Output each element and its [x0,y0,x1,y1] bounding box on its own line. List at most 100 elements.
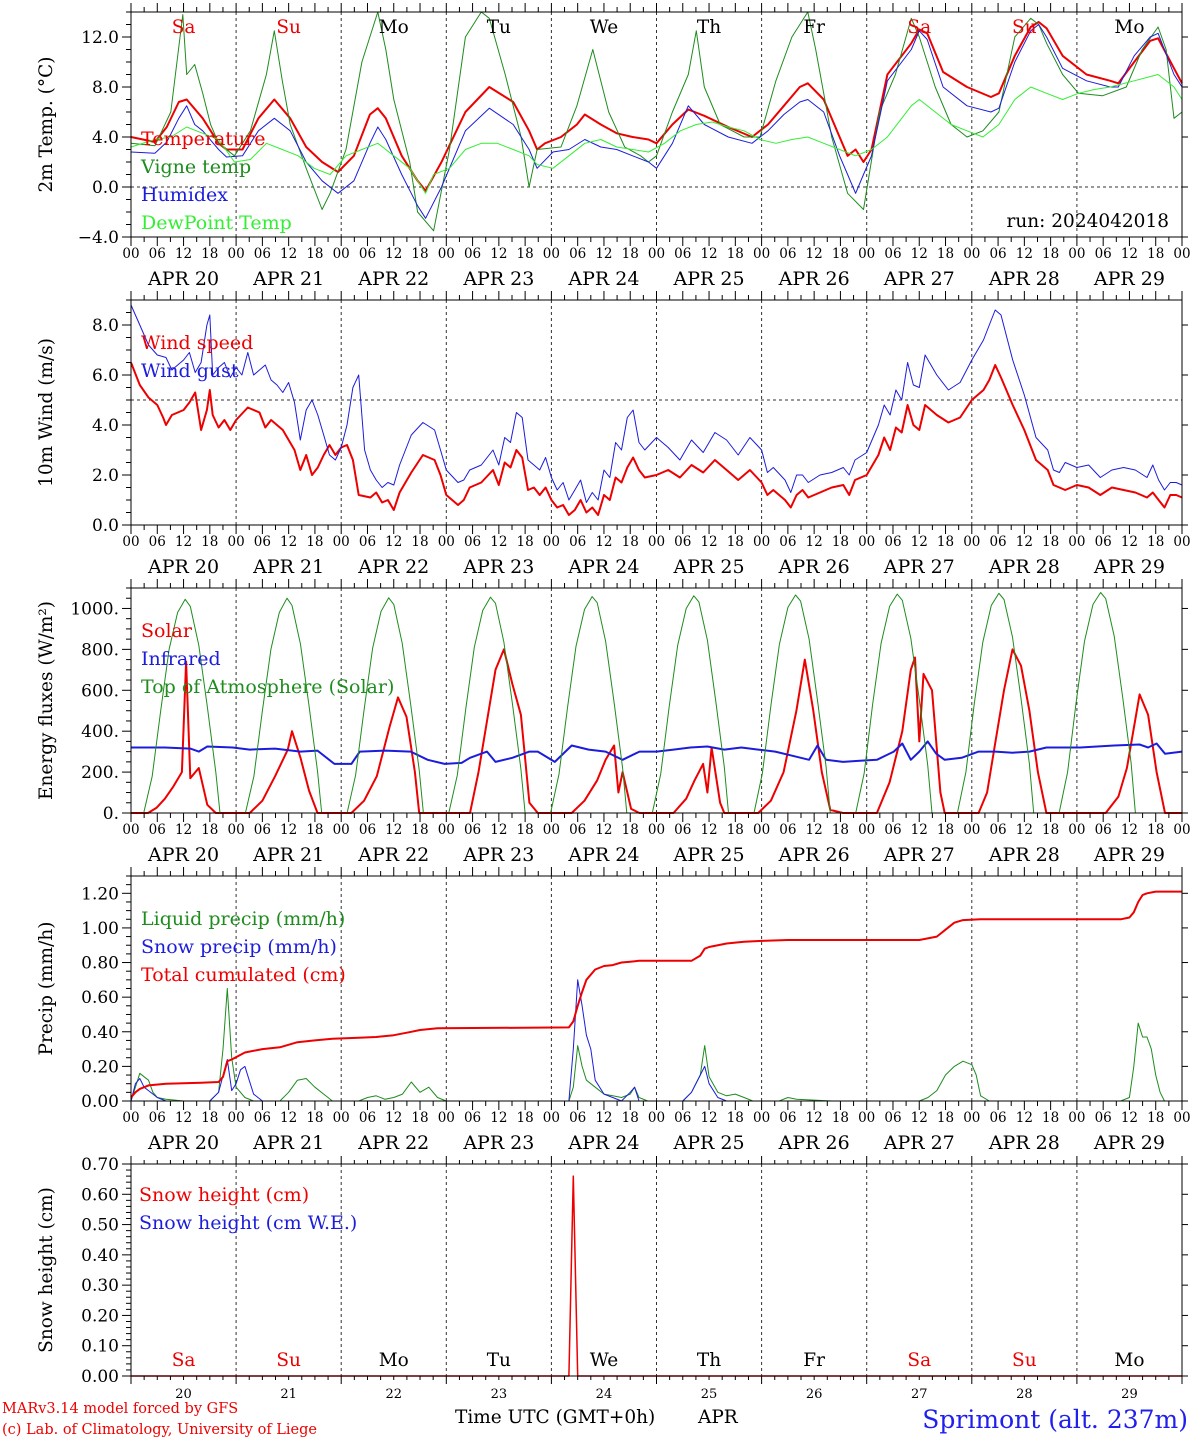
hour-tick-label: 12 [911,1110,928,1126]
hour-tick-label: 06 [254,1110,271,1126]
y-tick-label: 0.00 [81,1367,119,1387]
hour-tick-label: 00 [438,534,455,550]
series-line [130,304,1183,503]
hour-tick-label: 06 [149,822,166,838]
weekday-label: Su [1012,1350,1037,1371]
hour-tick-label: 00 [543,246,560,262]
hour-tick-label: 18 [622,822,639,838]
weekday-label: Tu [487,1350,511,1371]
hour-tick-label: 00 [228,822,245,838]
date-label: APR 28 [988,1132,1060,1154]
date-label: APR 27 [883,1132,955,1154]
hour-tick-label: 06 [464,1110,481,1126]
y-tick-label: 0.20 [81,1306,119,1326]
day-number-label: 23 [491,1387,508,1402]
hour-tick-label: 00 [1173,534,1190,550]
y-tick-label: 1000. [70,599,119,619]
hour-tick-label: 00 [858,822,875,838]
hour-tick-label: 18 [1147,246,1164,262]
y-axis-label: 2m Temp. (°C) [36,56,57,192]
panels: −4.0 0.0 4.0 8.0 12.0 00 06 12 18 00 06 12 18 00 06 12 1… [36,3,1191,1402]
y-tick-label: 12.0 [81,28,119,48]
series-line [130,362,1183,516]
hour-tick-label: 12 [806,822,823,838]
legend-entry: Wind speed [141,332,253,354]
hour-tick-label: 00 [228,534,245,550]
hour-tick-label: 12 [490,822,507,838]
weekday-label: Sa [907,1350,931,1371]
hour-tick-label: 00 [753,246,770,262]
weekday-label: Mo [379,1350,409,1371]
hour-tick-label: 18 [727,1110,744,1126]
legend-entry: Vigne temp [140,156,251,178]
weekday-label: We [590,1350,619,1371]
hour-tick-label: 12 [490,534,507,550]
y-tick-label: 800. [81,640,119,660]
hour-tick-label: 18 [517,1110,534,1126]
hour-tick-label: 12 [595,534,612,550]
hour-tick-label: 12 [175,822,192,838]
hour-tick-label: 18 [517,246,534,262]
weekday-label: Th [697,1350,721,1371]
hour-tick-label: 06 [254,534,271,550]
hour-tick-label: 18 [832,822,849,838]
y-tick-label: 0.60 [81,1185,119,1205]
weekday-label: Th [697,17,721,38]
hour-tick-label: 00 [438,246,455,262]
legend-entry: Snow height (cm) [139,1184,309,1206]
hour-tick-label: 12 [595,246,612,262]
hour-tick-label: 00 [753,822,770,838]
y-axis-label: Snow height (cm) [36,1187,57,1353]
hour-tick-label: 18 [306,534,323,550]
hour-tick-label: 06 [254,822,271,838]
credit-line-2: (c) Lab. of Climatology, University of L… [2,1422,317,1438]
hour-tick-label: 00 [333,246,350,262]
date-label: APR 20 [147,1132,219,1154]
hour-tick-label: 06 [989,534,1006,550]
hour-tick-label: 18 [1042,246,1059,262]
date-label: APR 26 [778,844,850,866]
date-label: APR 23 [462,268,534,290]
plot-frame [130,299,1183,526]
hour-tick-label: 00 [333,1110,350,1126]
legend-entry: Solar [141,620,193,642]
hour-tick-label: 12 [280,246,297,262]
date-label: APR 29 [1093,556,1165,578]
day-number-label: 29 [1121,1387,1138,1402]
date-label: APR 27 [883,844,955,866]
series-line [130,988,1182,1102]
hour-tick-label: 18 [1147,534,1164,550]
hour-tick-label: 12 [1016,534,1033,550]
y-tick-label: 4.0 [92,128,119,148]
y-tick-label: 0.10 [81,1337,119,1357]
y-tick-label: 0.50 [81,1216,119,1236]
location-label: Sprimont (alt. 237m) [922,1405,1188,1434]
hour-tick-label: 00 [1068,1110,1085,1126]
hour-tick-label: 06 [359,246,376,262]
date-label: APR 22 [357,1132,429,1154]
weekday-label: Mo [379,17,409,38]
hour-tick-label: 12 [175,534,192,550]
hour-tick-label: 00 [543,1110,560,1126]
weekday-label: Fr [803,17,825,38]
y-tick-label: 0.0 [92,516,119,536]
date-label: APR 23 [462,1132,534,1154]
hour-tick-label: 18 [411,534,428,550]
hour-tick-label: 18 [1042,534,1059,550]
hour-tick-label: 06 [254,246,271,262]
y-tick-label: 6.0 [92,366,119,386]
y-tick-label: 0.40 [81,1246,119,1266]
x-axis-label: Time UTC (GMT+0h) [455,1407,655,1428]
hour-tick-label: 18 [306,246,323,262]
hour-tick-label: 00 [333,534,350,550]
series-line [130,74,1183,194]
hour-tick-label: 18 [1042,822,1059,838]
date-label: APR 20 [147,844,219,866]
hour-tick-label: 12 [490,1110,507,1126]
date-label: APR 20 [147,556,219,578]
hour-tick-label: 18 [517,822,534,838]
weekday-label: We [590,17,619,38]
hour-tick-label: 18 [411,1110,428,1126]
series-line [130,890,1182,1099]
